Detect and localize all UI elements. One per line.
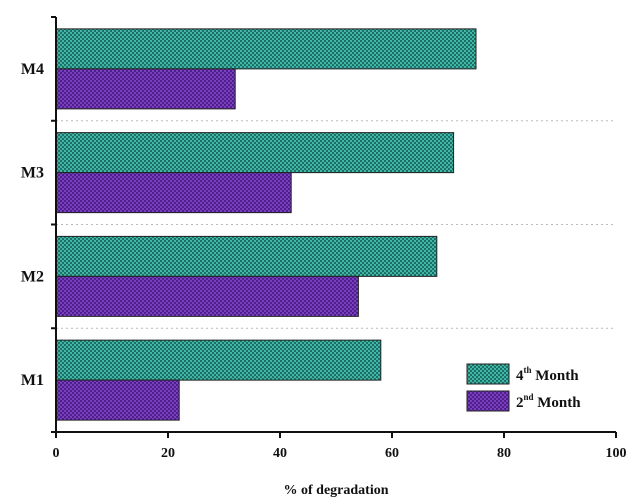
axis-ticks bbox=[51, 16, 617, 438]
legend-swatch-2 bbox=[466, 390, 510, 412]
x-axis-title: % of degradation bbox=[284, 483, 389, 498]
category-label-m2: M2 bbox=[21, 268, 44, 285]
x-tick-labels: 0 20 40 60 80 100 bbox=[53, 446, 627, 461]
x-tick-label: 0 bbox=[53, 446, 60, 461]
x-tick-label: 100 bbox=[606, 446, 627, 461]
x-tick-label: 20 bbox=[161, 446, 175, 461]
category-label-m4: M4 bbox=[21, 61, 44, 78]
category-label-m1: M1 bbox=[21, 372, 44, 389]
grid-lines bbox=[56, 120, 616, 329]
bar-m2-series-1 bbox=[55, 235, 438, 277]
category-labels: M1 M2 M3 M4 bbox=[21, 61, 44, 389]
category-label-m3: M3 bbox=[21, 165, 44, 182]
legend-label-1: 4th Month bbox=[516, 365, 579, 384]
bar-m1-series-1 bbox=[55, 339, 382, 381]
x-tick-label: 80 bbox=[497, 446, 511, 461]
bar-m2-series-2 bbox=[55, 275, 359, 317]
legend: 4th Month 2nd Month bbox=[466, 363, 581, 412]
bars bbox=[55, 28, 477, 421]
bar-m1-series-2 bbox=[55, 379, 180, 421]
x-tick-label: 60 bbox=[385, 446, 399, 461]
x-tick-label: 40 bbox=[273, 446, 287, 461]
legend-label-2: 2nd Month bbox=[516, 392, 581, 411]
bar-m3-series-1 bbox=[55, 132, 455, 174]
bar-m4-series-2 bbox=[55, 68, 236, 110]
legend-swatch-1 bbox=[466, 363, 510, 385]
bar-m4-series-1 bbox=[55, 28, 477, 70]
bar-m3-series-2 bbox=[55, 172, 292, 214]
